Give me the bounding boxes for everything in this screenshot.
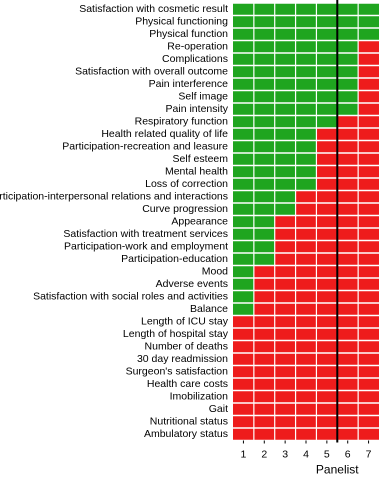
bar-segment xyxy=(233,378,379,390)
y-tick-label: Length of ICU stay xyxy=(141,316,229,328)
bar-segment xyxy=(358,91,379,103)
y-tick-label: Physical functioning xyxy=(135,16,228,28)
y-tick-label: Surgeon's satisfaction xyxy=(126,366,229,378)
bar-segment xyxy=(233,341,379,353)
x-axis-label: Panelist xyxy=(316,463,359,477)
y-tick-label: Participation-education xyxy=(121,253,228,265)
y-tick-label: Satisfaction with treatment services xyxy=(63,228,228,240)
bar-segment xyxy=(233,366,379,378)
x-tick-label: 5 xyxy=(324,448,330,460)
bar-segment xyxy=(233,28,379,40)
y-tick-label: Self esteem xyxy=(173,153,229,165)
y-tick-label: Physical function xyxy=(149,28,228,40)
bar-segment xyxy=(233,191,296,203)
y-tick-label: Appearance xyxy=(171,216,228,228)
bar-segment xyxy=(274,253,379,265)
x-tick-label: 4 xyxy=(303,448,309,460)
y-tick-label: Satisfaction with social roles and activ… xyxy=(33,291,228,303)
bar-segment xyxy=(316,128,379,140)
bar-segment xyxy=(233,403,379,415)
y-tick-label: Complications xyxy=(162,53,228,65)
y-tick-label: Number of deaths xyxy=(145,341,228,353)
bar-segment xyxy=(233,353,379,365)
x-tick-label: 7 xyxy=(366,448,372,460)
bar-segment xyxy=(274,228,379,240)
bar-segment xyxy=(233,416,379,428)
bar-segment xyxy=(316,153,379,165)
y-tick-label: 30 day readmission xyxy=(137,353,228,365)
y-tick-label: Participation-interpersonal relations an… xyxy=(0,191,228,203)
y-tick-label: Pain interference xyxy=(149,78,229,90)
bar-segment xyxy=(316,141,379,153)
y-tick-label: Participation-recreation and leasure xyxy=(62,141,228,153)
bar-segment xyxy=(233,16,379,28)
bar-segment xyxy=(274,216,379,228)
y-tick-label: Participation-work and employment xyxy=(64,241,228,253)
bar-segment xyxy=(233,428,379,440)
y-tick-label: Mood xyxy=(202,266,228,278)
bar-segment xyxy=(233,266,254,278)
y-tick-label: Imobilization xyxy=(170,391,229,403)
bar-segment xyxy=(358,53,379,65)
bar-segment xyxy=(274,241,379,253)
y-tick-label: Mental health xyxy=(165,166,228,178)
y-tick-label: Loss of correction xyxy=(145,178,228,190)
y-tick-label: Nutritional status xyxy=(150,416,228,428)
bar-segment xyxy=(233,303,254,315)
bar-segment xyxy=(316,166,379,178)
y-tick-label: Gait xyxy=(209,403,228,415)
bar-segment xyxy=(233,116,338,128)
y-tick-label: Respiratory function xyxy=(135,116,229,128)
bar-segment xyxy=(233,278,254,290)
bar-segment xyxy=(358,78,379,90)
bar-segment xyxy=(233,203,296,215)
y-tick-label: Satisfaction with cosmetic result xyxy=(79,3,228,15)
y-tick-label: Satisfaction with overall outcome xyxy=(75,66,228,78)
y-tick-label: Pain intensity xyxy=(166,103,229,115)
bar-segment xyxy=(233,328,379,340)
bar-segment xyxy=(358,66,379,78)
bar-segment xyxy=(316,178,379,190)
y-tick-label: Length of hospital stay xyxy=(123,328,229,340)
x-tick-label: 1 xyxy=(241,448,247,460)
x-tick-label: 2 xyxy=(261,448,267,460)
y-tick-label: Adverse events xyxy=(156,278,228,290)
y-tick-label: Health related quality of life xyxy=(101,128,228,140)
bar-segment xyxy=(358,103,379,115)
y-tick-label: Balance xyxy=(190,303,228,315)
y-tick-label: Self image xyxy=(178,91,228,103)
bar-segment xyxy=(233,3,379,15)
bar-segment xyxy=(233,316,379,328)
y-tick-label: Health care costs xyxy=(147,378,228,390)
y-tick-label: Ambulatory status xyxy=(144,428,228,440)
y-tick-label: Curve progression xyxy=(142,203,228,215)
y-tick-label: Re-operation xyxy=(167,41,228,53)
bar-segment xyxy=(233,291,254,303)
x-tick-label: 6 xyxy=(345,448,351,460)
bar-segment xyxy=(358,41,379,53)
bar-segment xyxy=(233,391,379,403)
x-tick-label: 3 xyxy=(282,448,288,460)
